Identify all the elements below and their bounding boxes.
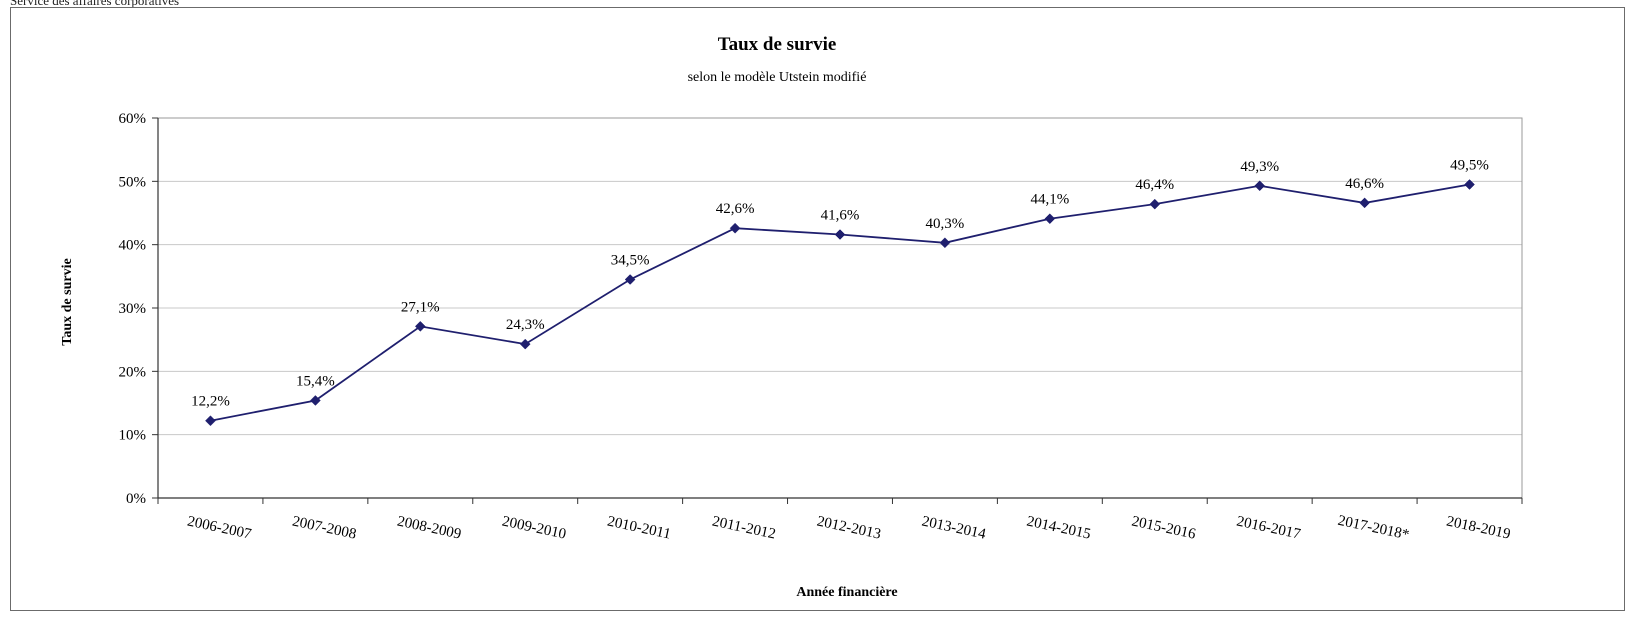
data-point [519, 338, 531, 350]
data-label: 44,1% [1030, 192, 1069, 208]
data-label: 41,6% [821, 208, 860, 224]
y-tick-label: 50% [119, 174, 147, 190]
data-label: 27,1% [401, 299, 440, 315]
chart-title: Taux de survie [718, 34, 837, 55]
y-tick-label: 0% [126, 491, 146, 507]
x-axis-label: Année financière [796, 585, 897, 600]
x-tick-label: 2016-2017 [1235, 514, 1302, 543]
data-point [624, 274, 636, 285]
y-tick-label: 30% [119, 301, 147, 317]
x-tick-labels: 2006-2007 2007-2008 2008-2009 2009-2010 2010… [186, 513, 1512, 544]
x-tick-label: 2009-2010 [501, 514, 568, 543]
data-point [414, 321, 426, 332]
x-tick-label: 2015-2016 [1130, 514, 1197, 543]
x-tick-label: 2014-2015 [1025, 514, 1092, 543]
data-point [1254, 180, 1266, 192]
data-label: 34,5% [611, 253, 650, 269]
y-tick-label: 60% [119, 111, 147, 127]
y-tick-label: 10% [119, 428, 147, 444]
x-tick-label: 2013-2014 [920, 514, 987, 543]
data-label: 49,3% [1240, 159, 1279, 175]
data-label: 12,2% [191, 394, 230, 410]
grid-lines [158, 180, 1522, 436]
x-tick-label: 2018-2019 [1445, 514, 1512, 543]
data-point [1149, 198, 1161, 210]
data-point [939, 237, 951, 249]
x-tick-label: 2010-2011 [606, 514, 672, 543]
data-label: 49,5% [1450, 158, 1489, 174]
chart-frame [10, 7, 1625, 611]
data-point [729, 222, 741, 234]
data-label: 40,3% [926, 216, 965, 232]
data-label: 46,4% [1135, 177, 1174, 193]
y-tick-labels: 0% 10% 20% 30% 40% 50% 60% [119, 111, 147, 507]
series-survival-rate [205, 179, 1475, 427]
x-tick-label: 2011-2012 [711, 514, 777, 543]
data-point [1464, 179, 1475, 190]
x-tick-label: 2012-2013 [815, 514, 882, 543]
data-point [205, 415, 216, 427]
x-tick-label: 2007-2008 [291, 514, 358, 543]
y-tick-label: 20% [119, 364, 147, 380]
data-label: 15,4% [296, 373, 335, 389]
data-label: 24,3% [506, 317, 545, 333]
data-label: 42,6% [716, 201, 755, 217]
y-tick-label: 40% [119, 238, 147, 254]
x-tick-label: 2008-2009 [396, 514, 463, 543]
data-point [1044, 213, 1056, 225]
axes [152, 117, 1523, 504]
data-point [1359, 197, 1370, 209]
data-labels: 12,2% 15,4% 27,1% 24,3% 34,5% 42,6% 41,6% 40,3%… [191, 158, 1489, 410]
data-point [834, 229, 846, 240]
x-tick-label: 2006-2007 [186, 514, 253, 543]
y-axis-label: Taux de survie [60, 258, 75, 345]
chart-subtitle: selon le modèle Utstein modifié [688, 70, 867, 85]
data-label: 46,6% [1345, 176, 1384, 192]
x-tick-label: 2017-2018* [1336, 513, 1410, 544]
data-point [310, 395, 321, 406]
page-header: Service des affaires corporatives [10, 0, 180, 8]
